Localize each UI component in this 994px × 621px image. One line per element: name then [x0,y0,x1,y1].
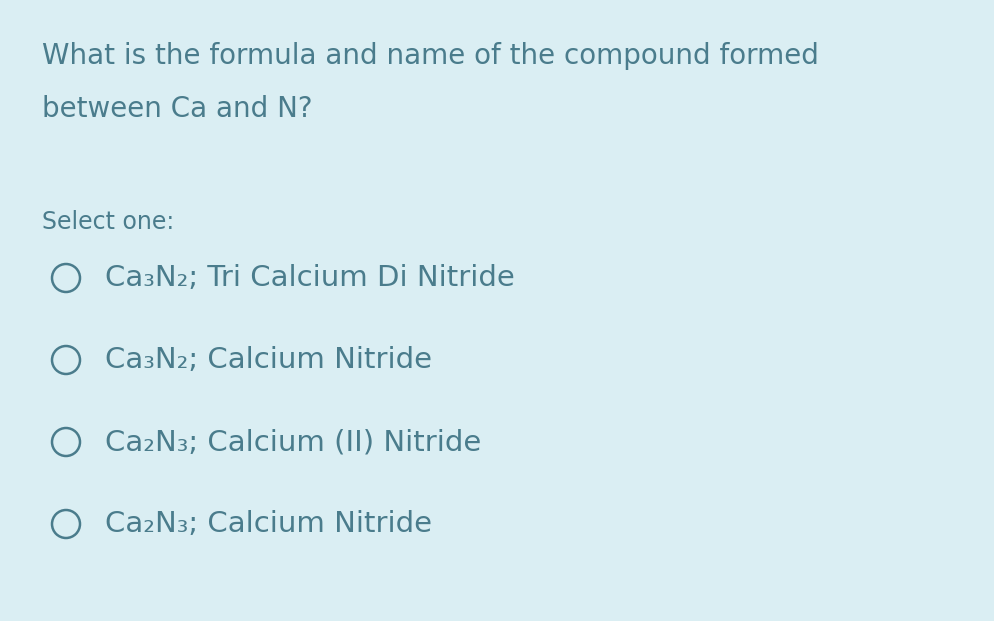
Text: Ca₂N₃; Calcium Nitride: Ca₂N₃; Calcium Nitride [105,510,432,538]
Text: between Ca and N?: between Ca and N? [42,95,313,123]
Text: Ca₂N₃; Calcium (II) Nitride: Ca₂N₃; Calcium (II) Nitride [105,428,481,456]
Text: What is the formula and name of the compound formed: What is the formula and name of the comp… [42,42,819,70]
Text: Select one:: Select one: [42,210,174,234]
Ellipse shape [52,428,80,456]
Ellipse shape [52,346,80,374]
Text: Ca₃N₂; Tri Calcium Di Nitride: Ca₃N₂; Tri Calcium Di Nitride [105,264,515,292]
Ellipse shape [52,510,80,538]
Text: Ca₃N₂; Calcium Nitride: Ca₃N₂; Calcium Nitride [105,346,432,374]
Ellipse shape [52,264,80,292]
